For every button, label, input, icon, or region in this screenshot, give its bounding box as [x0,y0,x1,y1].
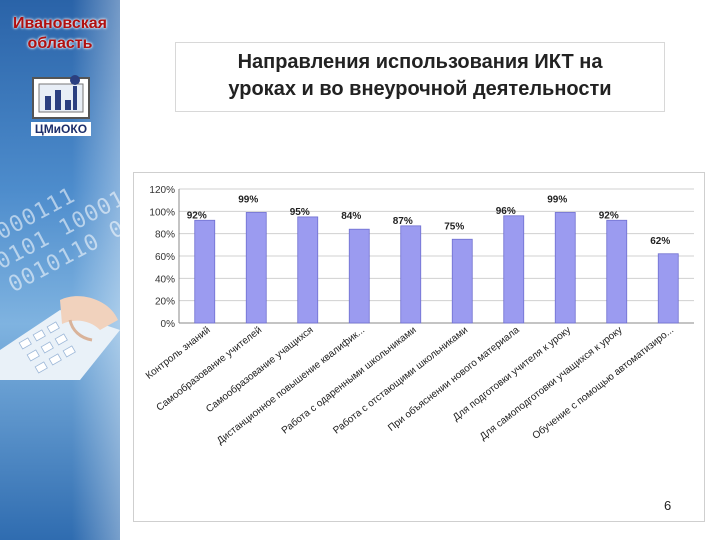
organization-logo: ЦМиОКО [31,75,91,136]
bar-chart: 0%20%40%60%80%100%120%92%Контроль знаний… [144,185,694,447]
title-box: Направления использования ИКТ на уроках … [175,42,665,112]
bar [503,215,525,324]
slide-title-line2: уроках и во внеурочной деятельности [228,78,612,100]
decorative-sidebar: Ивановская область ЦМиОКО 1000111 0101 1… [0,0,120,540]
bar [297,216,319,324]
y-tick-label: 100% [149,207,175,218]
slide-title-line1: Направления использования ИКТ на [237,51,603,73]
y-tick-label: 120% [149,185,175,196]
slide-title: Направления использования ИКТ на уроках … [176,49,664,103]
bar [451,238,473,324]
bar [657,253,679,324]
bar [348,228,370,324]
data-label: 92% [187,210,207,221]
bar [194,219,216,324]
x-tick-label: Самообразование учителей [154,324,264,414]
y-tick-label: 20% [155,297,175,308]
data-label: 96% [496,206,516,217]
data-label: 75% [444,221,464,232]
y-tick-label: 0% [161,319,176,330]
y-tick-label: 60% [155,252,175,263]
data-label: 95% [290,207,310,218]
region-title-line1: Ивановская [12,15,108,32]
page-number: 6 [664,498,672,513]
data-label: 92% [599,210,619,221]
data-label: 99% [238,194,258,205]
data-label: 87% [393,216,413,227]
svg-text:ЦМиОКО: ЦМиОКО [35,122,87,136]
bar [554,212,576,324]
y-tick-label: 80% [155,230,175,241]
data-label: 84% [341,211,361,222]
data-label: 99% [547,194,567,205]
y-tick-label: 40% [155,274,175,285]
region-title: Ивановская область [6,14,114,54]
bar [400,225,422,324]
bar [245,212,267,324]
chart-frame: 0% 20% 40% 60% 80% 100% 120% 92% Контроль знаний… [133,172,705,522]
x-tick-label: Самообразование учащихся [204,324,316,415]
keyboard-hands-decoration [0,296,120,380]
bar [606,219,628,324]
region-title-line2: область [27,35,93,52]
binary-decoration: 1000111 0101 10001 0010110 01 [0,183,120,298]
data-label: 62% [650,236,670,247]
